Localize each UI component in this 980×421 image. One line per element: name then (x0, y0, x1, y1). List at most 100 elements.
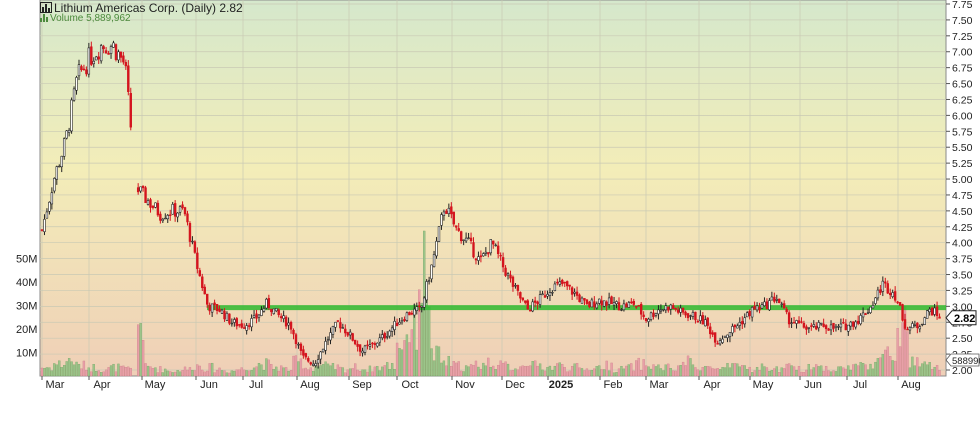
volume-bar (553, 365, 557, 377)
candle-body (178, 206, 182, 213)
candle-body (390, 327, 394, 332)
candle-body (605, 301, 608, 306)
volume-bar (519, 366, 522, 377)
candle-body (709, 326, 712, 335)
candle-body (921, 323, 924, 326)
candle-body (627, 302, 631, 308)
candle-body (48, 201, 51, 212)
volume-bar (363, 369, 367, 377)
candle-body (615, 301, 618, 305)
month-label: Dec (505, 379, 525, 391)
candle-body (610, 296, 613, 304)
candle-body (65, 130, 68, 139)
volume-bar (741, 365, 744, 377)
candle-body (546, 294, 549, 297)
volume-bar (477, 366, 480, 377)
month-label: Sep (352, 379, 372, 391)
candle-body (795, 320, 798, 324)
candle-body (760, 304, 764, 309)
volume-bar (169, 371, 172, 377)
volume-bar (543, 370, 547, 377)
candle-body (876, 289, 880, 299)
candle-body (487, 252, 490, 255)
volume-bar (911, 356, 914, 377)
candle-body (718, 340, 722, 345)
candle-body (307, 358, 310, 362)
candle-body (575, 291, 579, 296)
candle-body (277, 309, 280, 316)
volume-bar (329, 365, 332, 377)
candle-body (201, 276, 204, 288)
candle-body (388, 330, 391, 337)
candle-body (408, 312, 411, 316)
candle-body (383, 333, 386, 339)
volume-bar (797, 366, 801, 377)
volume-bar (277, 370, 280, 377)
volume-bar (218, 367, 221, 377)
candle-body (509, 274, 512, 279)
volume-bar (807, 364, 810, 377)
volume-bar (876, 358, 880, 377)
candle-body (206, 293, 209, 305)
volume-bar (662, 370, 665, 377)
candle-body (844, 323, 848, 331)
volume-tick-label: 40M (16, 277, 37, 289)
candle-body (686, 313, 690, 319)
volume-bar (792, 366, 796, 377)
volume-bar (810, 369, 813, 377)
volume-bar (566, 371, 569, 377)
candle-body (933, 307, 936, 315)
candle-body (898, 302, 902, 306)
volume-bar (321, 364, 325, 377)
candle-body (442, 211, 446, 216)
month-label: Mar (46, 379, 65, 391)
candle-body (573, 291, 576, 294)
candle-body (847, 324, 850, 332)
price-tick-label: 7.50 (952, 15, 973, 27)
volume-bar (534, 360, 537, 377)
price-tick-label: 4.00 (952, 238, 973, 250)
candle-body (164, 217, 167, 220)
candle-body (363, 345, 367, 353)
candle-body (758, 306, 761, 311)
volume-bar (193, 370, 197, 377)
volume-bar (63, 365, 66, 377)
volume-bar (117, 363, 120, 377)
candle-body (536, 301, 539, 305)
volume-bar (824, 366, 828, 377)
candle-body (238, 324, 241, 326)
volume-bar (640, 370, 643, 377)
volume-bar (894, 360, 897, 377)
candle-body (220, 309, 224, 314)
candle-body (312, 363, 315, 366)
volume-bar (869, 363, 872, 377)
candle-body (196, 252, 199, 270)
candle-body (169, 214, 172, 216)
volume-bar (590, 370, 594, 377)
volume-bar (344, 372, 347, 377)
volume-bar (610, 362, 613, 377)
last-volume-marker (945, 353, 980, 367)
candle-body (82, 68, 86, 71)
volume-bar (210, 362, 214, 377)
volume-bar (270, 364, 273, 377)
volume-bar (188, 367, 192, 377)
candle-body (455, 225, 458, 228)
volume-bar (354, 363, 357, 377)
candle-body (551, 292, 554, 294)
candle-body (570, 287, 574, 295)
candle-body (669, 304, 672, 310)
candle-body (679, 307, 682, 313)
candle-body (368, 344, 372, 347)
volume-bar (302, 368, 305, 377)
candle-body (400, 320, 404, 323)
candle-body (578, 294, 581, 303)
candle-body (817, 322, 820, 329)
volume-bar (80, 368, 83, 377)
volume-bar (516, 369, 520, 377)
volume-bar (260, 364, 263, 377)
volume-bar (181, 370, 184, 377)
candle-body (181, 204, 184, 209)
volume-bar (494, 369, 497, 377)
volume-bar (55, 364, 58, 377)
